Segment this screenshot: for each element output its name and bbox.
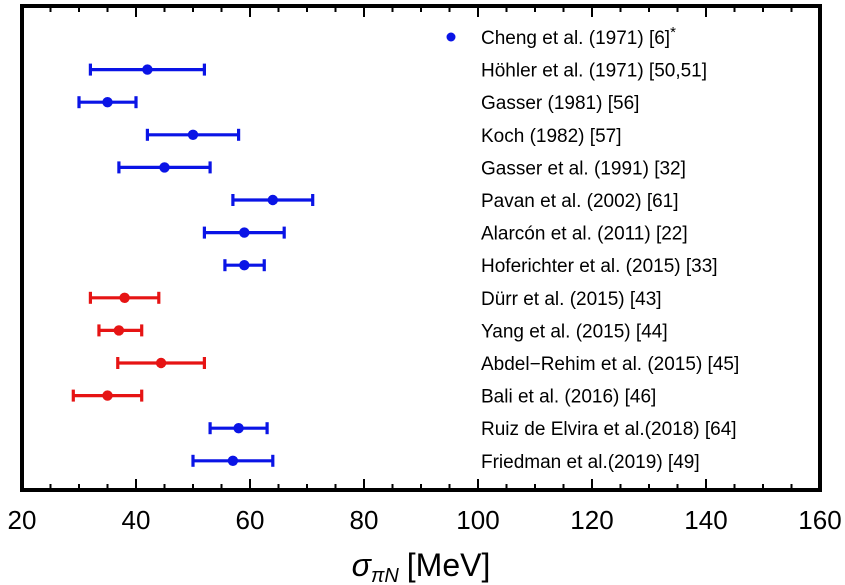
x-tick-label: 120 bbox=[570, 505, 613, 535]
errorbar-point bbox=[202, 226, 286, 239]
x-tick-label: 140 bbox=[684, 505, 727, 535]
entry-label: Hoferichter et al. (2015) [33] bbox=[481, 256, 718, 277]
errorbar-point bbox=[145, 128, 241, 141]
errorbar-point bbox=[117, 161, 212, 174]
x-tick-label: 40 bbox=[122, 505, 151, 535]
entry-label: Abdel−Rehim et al. (2015) [45] bbox=[481, 354, 739, 375]
data-point bbox=[155, 357, 167, 369]
errorbar-point bbox=[116, 357, 206, 369]
x-tick-label: 20 bbox=[8, 505, 37, 535]
entry-label: Yang et al. (2015) [44] bbox=[481, 321, 668, 342]
x-tick-label: 160 bbox=[798, 505, 841, 535]
entry-label-marker: * bbox=[670, 24, 676, 41]
errorbar-point bbox=[191, 454, 275, 467]
entry-labels: Cheng et al. (1971) [6]* Höhler et al. (1… bbox=[481, 24, 739, 473]
data-point bbox=[113, 325, 125, 336]
errorbar-point bbox=[223, 259, 266, 272]
x-axis-title: σπN [MeV] bbox=[352, 547, 491, 585]
entry-label: Friedman et al.(2019) [49] bbox=[481, 452, 700, 473]
data-point bbox=[239, 227, 250, 238]
errorbar-point bbox=[77, 96, 138, 109]
data-point bbox=[267, 194, 278, 206]
data-point bbox=[119, 292, 130, 303]
entry-label: Cheng et al. (1971) [6]* bbox=[481, 24, 676, 49]
entry-label: Ruiz de Elvira et al.(2018) [64] bbox=[481, 419, 737, 440]
entry-label: Gasser et al. (1991) [32] bbox=[481, 158, 686, 179]
data-point bbox=[239, 260, 250, 271]
data-point bbox=[142, 64, 153, 75]
x-axis-tick-labels: 20 40 60 80 100 120 140 160 bbox=[8, 505, 842, 535]
data-point bbox=[159, 162, 170, 173]
data-point bbox=[102, 97, 113, 108]
errorbar-point bbox=[208, 422, 269, 435]
data-entries bbox=[71, 32, 456, 467]
data-point bbox=[233, 423, 244, 434]
errorbar-point bbox=[231, 194, 315, 206]
x-tick-label: 60 bbox=[236, 505, 265, 535]
legend-marker bbox=[446, 32, 456, 42]
entry-label: Alarcón et al. (2011) [22] bbox=[481, 224, 688, 245]
x-tick-label: 80 bbox=[350, 505, 379, 535]
entry-label: Pavan et al. (2002) [61] bbox=[481, 191, 679, 212]
x-tick-label: 100 bbox=[456, 505, 499, 535]
entry-label: Gasser (1981) [56] bbox=[481, 93, 639, 114]
entry-label: Bali et al. (2016) [46] bbox=[481, 387, 656, 408]
errorbar-point bbox=[88, 291, 161, 304]
x-axis-unit: [MeV] bbox=[407, 547, 491, 583]
x-axis-ticks bbox=[21, 6, 821, 490]
data-point bbox=[102, 390, 113, 401]
data-point bbox=[187, 129, 199, 140]
x-axis-symbol: σ bbox=[352, 547, 373, 583]
errorbar-point bbox=[97, 324, 144, 337]
data-point bbox=[227, 455, 239, 466]
entry-label: Koch (1982) [57] bbox=[481, 126, 621, 147]
entry-label: Höhler et al. (1971) [50,51] bbox=[481, 61, 707, 82]
x-axis-subscript: πN bbox=[371, 565, 399, 585]
errorbar-point bbox=[71, 389, 144, 402]
errorbar-point bbox=[88, 63, 206, 76]
entry-label: Dürr et al. (2015) [43] bbox=[481, 289, 662, 310]
